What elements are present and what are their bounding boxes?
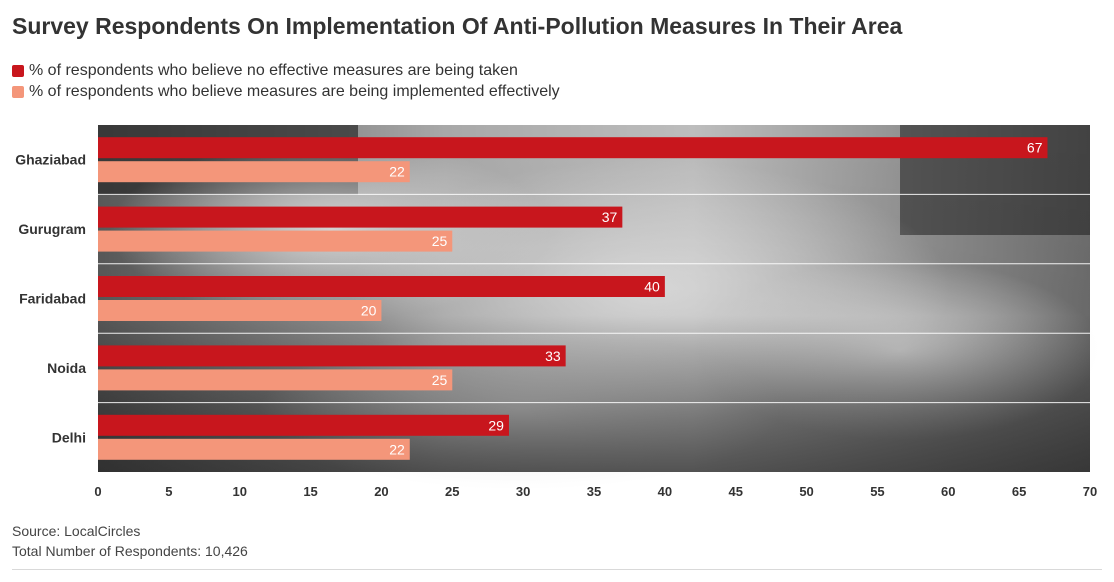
legend: % of respondents who believe no effectiv… xyxy=(12,60,560,102)
respondents-note: Total Number of Respondents: 10,426 xyxy=(12,543,248,559)
x-tick-label: 55 xyxy=(870,484,884,499)
legend-label-implemented-effectively: % of respondents who believe measures ar… xyxy=(29,82,560,100)
bar-gurugram-series-2 xyxy=(98,230,453,252)
chart-title: Survey Respondents On Implementation Of … xyxy=(12,13,903,39)
data-label-gurugram-series-1: 37 xyxy=(602,209,618,225)
x-tick-label: 25 xyxy=(445,484,459,499)
bars: 67 22 37 25 40 20 33 25 29 22 xyxy=(98,137,1048,460)
bar-ghaziabad-series-2 xyxy=(98,161,410,183)
gridlines xyxy=(98,193,1090,404)
x-tick-label: 5 xyxy=(165,484,172,499)
bar-gurugram-series-1 xyxy=(98,206,623,228)
x-axis-tick-labels: 0 5 10 15 20 25 30 35 40 45 50 55 60 65 70 xyxy=(94,484,1097,499)
bottom-divider xyxy=(12,569,1102,570)
category-label-gurugram: Gurugram xyxy=(18,221,86,237)
x-tick-label: 0 xyxy=(94,484,101,499)
category-label-delhi: Delhi xyxy=(52,429,86,445)
data-label-noida-series-2: 25 xyxy=(432,372,448,388)
x-tick-label: 70 xyxy=(1083,484,1097,499)
x-tick-label: 50 xyxy=(799,484,813,499)
x-tick-label: 35 xyxy=(587,484,601,499)
y-axis-labels: Ghaziabad Gurugram Faridabad Noida Delhi xyxy=(15,152,86,446)
x-tick-label: 10 xyxy=(232,484,246,499)
x-tick-label: 15 xyxy=(303,484,317,499)
bar-ghaziabad-series-1 xyxy=(98,137,1048,159)
data-label-faridabad-series-2: 20 xyxy=(361,303,377,319)
category-label-ghaziabad: Ghaziabad xyxy=(15,152,86,168)
legend-swatch-no-effective-measures xyxy=(12,64,24,77)
data-label-delhi-series-2: 22 xyxy=(389,441,405,457)
data-label-faridabad-series-1: 40 xyxy=(644,279,660,295)
bar-faridabad-series-1 xyxy=(98,276,665,297)
bar-chart: 67 22 37 25 40 20 33 25 29 22 Ghaziabad Gurugram Fa… xyxy=(15,125,1100,499)
bar-noida-series-2 xyxy=(98,369,453,391)
data-label-gurugram-series-2: 25 xyxy=(432,233,448,249)
data-label-ghaziabad-series-1: 67 xyxy=(1027,140,1043,156)
x-tick-label: 30 xyxy=(516,484,530,499)
data-label-ghaziabad-series-2: 22 xyxy=(389,164,405,180)
source-note: Source: LocalCircles xyxy=(12,523,141,539)
x-tick-label: 20 xyxy=(374,484,388,499)
legend-item-no-effective-measures: % of respondents who believe no effectiv… xyxy=(12,60,560,81)
x-tick-label: 65 xyxy=(1012,484,1026,499)
x-tick-label: 40 xyxy=(658,484,672,499)
data-label-delhi-series-1: 29 xyxy=(488,417,504,433)
bar-delhi-series-1 xyxy=(98,414,509,436)
data-label-noida-series-1: 33 xyxy=(545,348,561,364)
legend-item-implemented-effectively: % of respondents who believe measures ar… xyxy=(12,81,560,102)
legend-swatch-implemented-effectively xyxy=(12,85,24,98)
bar-delhi-series-2 xyxy=(98,438,410,460)
bar-noida-series-1 xyxy=(98,345,566,367)
bar-faridabad-series-2 xyxy=(98,300,382,321)
category-label-noida: Noida xyxy=(47,360,86,376)
legend-label-no-effective-measures: % of respondents who believe no effectiv… xyxy=(29,61,518,79)
footer: Source: LocalCircles Total Number of Res… xyxy=(12,521,248,561)
category-label-faridabad: Faridabad xyxy=(19,291,86,307)
x-tick-label: 45 xyxy=(728,484,742,499)
x-tick-label: 60 xyxy=(941,484,955,499)
